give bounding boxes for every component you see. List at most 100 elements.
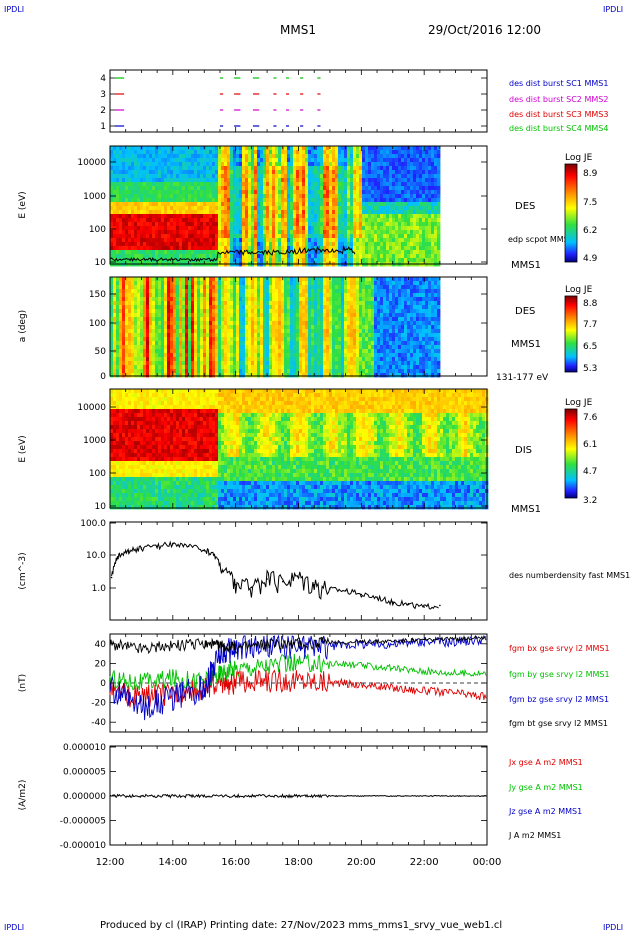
spectrogram-cell xyxy=(176,373,180,378)
spectrogram-cell xyxy=(437,182,441,187)
spectrogram-cell xyxy=(275,170,279,175)
spectrogram-cell xyxy=(128,230,132,235)
spectrogram-cell xyxy=(431,190,435,195)
spectrogram-cell xyxy=(314,222,318,227)
spectrogram-cell xyxy=(281,353,285,358)
spectrogram-cell xyxy=(188,317,192,322)
spectrogram-cell xyxy=(209,337,213,342)
spectrogram-cell xyxy=(422,186,426,191)
spectrogram-cell xyxy=(266,309,270,314)
spectrogram-cell xyxy=(278,222,282,227)
spectrogram-cell xyxy=(293,170,297,175)
spectrogram-cell xyxy=(431,234,435,239)
spectrogram-cell xyxy=(212,246,216,251)
spectrogram-cell xyxy=(227,158,231,163)
spectrogram-cell xyxy=(176,238,180,243)
spectrogram-cell xyxy=(233,162,237,167)
spectrogram-cell xyxy=(350,258,354,263)
spectrogram-cell xyxy=(260,242,264,247)
spectrogram-cell xyxy=(116,325,120,330)
spectrogram-cell xyxy=(383,198,387,203)
spectrogram-cell xyxy=(395,230,399,235)
spectrogram-cell xyxy=(137,206,141,211)
spectrogram-cell xyxy=(362,174,366,179)
spectrogram-cell xyxy=(236,242,240,247)
spectrogram-cell xyxy=(404,182,408,187)
spectrogram-cell xyxy=(275,357,279,362)
spectrogram-cell xyxy=(227,277,231,282)
spectrogram-cell xyxy=(149,289,153,294)
spectrogram-cell xyxy=(161,202,165,207)
spectrogram-cell xyxy=(155,166,159,171)
spectrogram-cell xyxy=(110,210,114,215)
spectrogram-cell xyxy=(125,369,129,374)
spectrogram-cell xyxy=(164,361,168,366)
spectrogram-cell xyxy=(143,341,147,346)
spectrogram-cell xyxy=(140,154,144,159)
spectrogram-cell xyxy=(395,254,399,259)
spectrogram-cell xyxy=(383,250,387,255)
spectrogram-cell xyxy=(218,198,222,203)
spectrogram-cell xyxy=(329,194,333,199)
spectrogram-cell xyxy=(254,345,258,350)
spectrogram-cell xyxy=(326,242,330,247)
spectrogram-cell xyxy=(308,258,312,263)
spectrogram-cell xyxy=(146,182,150,187)
spectrogram-cell xyxy=(173,341,177,346)
spectrogram-cell xyxy=(218,305,222,310)
spectrogram-cell xyxy=(347,254,351,259)
spectrogram-cell xyxy=(416,198,420,203)
spectrogram-cell xyxy=(170,329,174,334)
spectrogram-cell xyxy=(248,349,252,354)
spectrogram-cell xyxy=(230,190,234,195)
spectrogram-cell xyxy=(230,313,234,318)
spectrogram-cell xyxy=(161,337,165,342)
spectrogram-cell xyxy=(128,198,132,203)
spectrogram-cell xyxy=(209,186,213,191)
spectrogram-cell xyxy=(266,202,270,207)
spectrogram-cell xyxy=(227,297,231,302)
spectrogram-cell xyxy=(194,333,198,338)
spectrogram-cell xyxy=(233,194,237,199)
spectrogram-cell xyxy=(137,337,141,342)
spectrogram-cell xyxy=(278,198,282,203)
spectrogram-cell xyxy=(176,285,180,290)
spectrogram-cell xyxy=(398,210,402,215)
spectrogram-cell xyxy=(236,222,240,227)
spectrogram-cell xyxy=(164,158,168,163)
spectrogram-cell xyxy=(137,234,141,239)
spectrogram-cell xyxy=(122,361,126,366)
spectrogram-cell xyxy=(185,214,189,219)
spectrogram-cell xyxy=(119,317,123,322)
spectrogram-cell xyxy=(137,305,141,310)
spectrogram-cell xyxy=(227,230,231,235)
spectrogram-cell xyxy=(299,353,303,358)
spectrogram-cell xyxy=(401,222,405,227)
spectrogram-cell xyxy=(293,202,297,207)
spectrogram-cell xyxy=(389,226,393,231)
spectrogram-cell xyxy=(188,321,192,326)
spectrogram-cell xyxy=(161,198,165,203)
spectrogram-cell xyxy=(233,325,237,330)
spectrogram-cell xyxy=(248,198,252,203)
spectrogram-cell xyxy=(275,289,279,294)
spectrogram-cell xyxy=(356,174,360,179)
spectrogram-cell xyxy=(425,250,429,255)
spectrogram-cell xyxy=(152,146,156,151)
spectrogram-cell xyxy=(110,206,114,211)
spectrogram-cell xyxy=(122,242,126,247)
spectrogram-cell xyxy=(347,234,351,239)
spectrogram-cell xyxy=(197,206,201,211)
spectrogram-cell xyxy=(179,329,183,334)
spectrogram-cell xyxy=(248,234,252,239)
spectrogram-cell xyxy=(326,186,330,191)
spectrogram-cell xyxy=(269,166,273,171)
spectrogram-cell xyxy=(380,178,384,183)
spectrogram-cell xyxy=(245,238,249,243)
spectrogram-cell xyxy=(197,214,201,219)
spectrogram-cell xyxy=(146,242,150,247)
spectrogram-cell xyxy=(320,146,324,151)
spectrogram-cell xyxy=(125,317,129,322)
spectrogram-cell xyxy=(131,297,135,302)
spectrogram-cell xyxy=(197,194,201,199)
